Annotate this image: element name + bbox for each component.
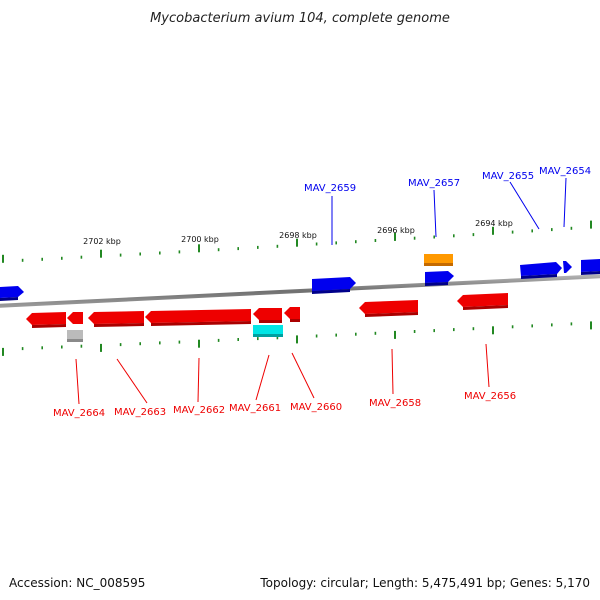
gene-MAV_2657[interactable]	[425, 271, 454, 283]
gene-arrow-shadow	[365, 312, 418, 317]
map-title: Mycobacterium avium 104, complete genome	[150, 11, 450, 26]
gene-arrow-shadow	[312, 289, 350, 294]
gene-MAV_2664b[interactable]	[67, 312, 83, 324]
gene-MAV_2661[interactable]	[253, 308, 282, 320]
gene-arrow-shadow	[151, 321, 251, 326]
gene-label[interactable]: MAV_2664	[53, 408, 105, 419]
misc-feature-shadow	[424, 263, 453, 266]
upper-scale-ticks	[2, 220, 592, 263]
top-callouts	[331, 177, 567, 245]
gene-arrow-shadow	[581, 271, 600, 275]
kbp-label: 2694 kbp	[475, 219, 513, 228]
gene-label[interactable]: MAV_2658	[369, 398, 421, 409]
kbp-label: 2702 kbp	[83, 237, 121, 246]
gene-arrow-shadow	[290, 319, 300, 322]
gene-label[interactable]: MAV_2656	[464, 391, 516, 402]
gene-MAV_2655[interactable]	[520, 262, 562, 276]
gene-MAV_2658[interactable]	[359, 300, 418, 314]
gene-label[interactable]: MAV_2659	[304, 183, 356, 194]
gene-label[interactable]: MAV_2661	[229, 403, 281, 414]
gene-arrow-shadow	[521, 274, 557, 279]
plus-strand-features	[0, 254, 600, 301]
lower-scale-ticks	[2, 321, 592, 356]
gene-MAV_2662[interactable]	[145, 309, 251, 323]
scale-labels: 2702 kbp 2700 kbp 2698 kbp 2696 kbp 2694…	[83, 219, 513, 246]
kbp-label: 2698 kbp	[279, 231, 317, 240]
bottom-callouts	[75, 343, 490, 405]
rna-feature-shadow	[253, 334, 283, 337]
gene-label[interactable]: MAV_2660	[290, 402, 342, 413]
gene-arrow-shadow	[463, 305, 508, 310]
genome-summary-text: Topology: circular; Length: 5,475,491 bp…	[259, 576, 590, 590]
gene-arrow-shadow	[94, 323, 144, 327]
top-labels: MAV_2659 MAV_2657 MAV_2655 MAV_2654	[304, 166, 591, 194]
genome-backbone	[0, 274, 600, 308]
gene-MAV_2659[interactable]	[312, 277, 356, 291]
gene-label[interactable]: MAV_2654	[539, 166, 591, 177]
gene-arrow-shadow	[0, 297, 18, 301]
kbp-label: 2696 kbp	[377, 226, 415, 235]
gene-arrow-shadow	[425, 282, 448, 286]
bottom-labels: MAV_2664 MAV_2663 MAV_2662 MAV_2661 MAV_…	[53, 391, 516, 419]
gene-MAV_2664[interactable]	[26, 312, 66, 325]
gene-label[interactable]: MAV_2663	[114, 407, 166, 418]
gene-arrow[interactable]	[0, 286, 24, 298]
gene-label[interactable]: MAV_2662	[173, 405, 225, 416]
kbp-label: 2700 kbp	[181, 235, 219, 244]
gene-MAV_2663[interactable]	[88, 311, 144, 324]
gene-arrow[interactable]	[581, 259, 600, 272]
accession-text: Accession: NC_008595	[9, 576, 145, 590]
pseudo-feature-shadow	[67, 339, 83, 342]
minus-strand-features	[26, 293, 508, 342]
gene-label[interactable]: MAV_2655	[482, 171, 534, 182]
gene-MAV_2654[interactable]	[563, 261, 572, 273]
gene-arrow-shadow	[259, 320, 282, 323]
gene-label[interactable]: MAV_2657	[408, 178, 460, 189]
gene-MAV_2660[interactable]	[284, 307, 300, 319]
gene-arrow-shadow	[32, 324, 66, 328]
gene-MAV_2656[interactable]	[457, 293, 508, 307]
